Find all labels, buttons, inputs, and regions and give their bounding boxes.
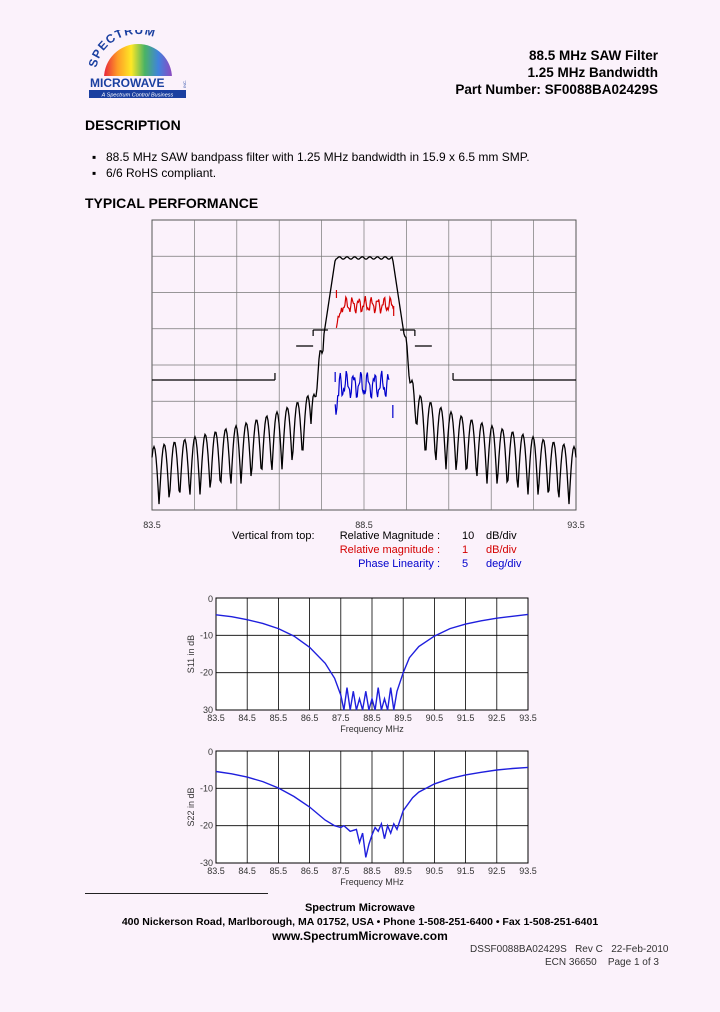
description-heading: DESCRIPTION xyxy=(85,117,181,133)
list-item: ▪ 6/6 RoHS compliant. xyxy=(92,166,217,180)
legend-entry: Relative Magnitude : 10 dB/div xyxy=(300,530,530,544)
legend-label: Relative magnitude : xyxy=(339,544,440,556)
chart-legend: Relative Magnitude :10 dB/div Relative mag… xyxy=(300,530,530,572)
footer-divider-left xyxy=(85,893,268,894)
footer-website[interactable]: www.SpectrumMicrowave.com xyxy=(272,929,448,943)
s22-x-axis-label: Frequency MHz xyxy=(340,877,404,887)
s11-x-tick-label: 91.5 xyxy=(457,713,475,723)
s11-x-tick-label: 84.5 xyxy=(238,713,256,723)
s22-x-tick-label: 85.5 xyxy=(270,866,288,876)
header-bandwidth: 1.25 MHz Bandwidth xyxy=(527,65,658,80)
footer-address: 400 Nickerson Road, Marlborough, MA 0175… xyxy=(121,916,599,928)
x-tick-label: 93.5 xyxy=(567,520,585,530)
s22-y-tick-label: -30 xyxy=(200,858,213,868)
s22-y-tick-label: -20 xyxy=(200,821,213,831)
s22-x-tick-label: 93.5 xyxy=(519,866,537,876)
ecn-number: ECN 36650 xyxy=(545,957,597,968)
s22-y-tick-label: 0 xyxy=(208,747,213,757)
legend-entry: Phase Linearity : 5 deg/div xyxy=(300,558,530,572)
series-magnitude-1db xyxy=(335,295,394,329)
s22-chart: 83.5 84.5 85.5 86.5 87.5 88.5 89.5 90.5 91.5 92.5… xyxy=(186,747,537,887)
legend-unit: dB/div xyxy=(486,544,517,556)
logo-brand-bottom: MICROWAVE xyxy=(90,76,164,90)
s11-y-tick-label: 0 xyxy=(208,594,213,604)
performance-chart: 83.5 88.5 93.5 xyxy=(143,219,585,530)
s22-y-axis-label: S22 in dB xyxy=(186,787,196,826)
legend-unit: deg/div xyxy=(486,558,522,570)
series-magnitude-10db xyxy=(151,255,577,505)
s22-x-tick-label: 92.5 xyxy=(488,866,506,876)
header-title: 88.5 MHz SAW Filter xyxy=(528,48,658,63)
s11-y-tick-label: 30 xyxy=(203,705,213,715)
logo-inc: INC. xyxy=(182,80,187,88)
s11-chart: 83.5 84.5 85.5 86.5 87.5 88.5 89.5 90.5 91.5 92.5… xyxy=(186,594,537,734)
x-tick-label: 88.5 xyxy=(355,520,373,530)
legend-label: Phase Linearity : xyxy=(358,558,440,570)
doc-number: DSSF0088BA02429S xyxy=(470,944,567,955)
s11-y-axis-label: S11 in dB xyxy=(186,635,196,673)
x-tick-label: 83.5 xyxy=(143,520,161,530)
s22-series-line xyxy=(215,766,529,858)
s11-x-tick-label: 90.5 xyxy=(426,713,444,723)
list-item: ▪ 88.5 MHz SAW bandpass filter with 1.25 … xyxy=(92,150,530,164)
footer-meta-row1: DSSF0088BA02429S Rev C 22-Feb-2010 xyxy=(470,944,668,955)
s11-x-tick-label: 86.5 xyxy=(301,713,319,723)
legend-value: 10 xyxy=(462,530,475,542)
s22-x-tick-label: 90.5 xyxy=(426,866,444,876)
s22-x-tick-label: 91.5 xyxy=(457,866,475,876)
revision: Rev C xyxy=(575,944,603,955)
performance-heading: TYPICAL PERFORMANCE xyxy=(85,195,259,211)
legend-value: 1 xyxy=(462,544,469,556)
footer-company: Spectrum Microwave xyxy=(304,902,416,914)
series-phase-linearity xyxy=(334,370,390,415)
s11-y-tick-label: -20 xyxy=(200,668,213,678)
doc-date: 22-Feb-2010 xyxy=(611,944,669,955)
page-number: Page 1 of 3 xyxy=(607,957,659,968)
s11-x-tick-label: 87.5 xyxy=(332,713,350,723)
s22-x-tick-label: 89.5 xyxy=(394,866,412,876)
s22-x-tick-label: 86.5 xyxy=(301,866,319,876)
s22-y-tick-label: -10 xyxy=(200,783,213,793)
header-part-number: Part Number: SF0088BA02429S xyxy=(455,82,658,97)
s11-x-tick-label: 88.5 xyxy=(363,713,381,723)
s22-x-tick-label: 84.5 xyxy=(238,866,256,876)
s11-y-tick-label: -10 xyxy=(200,630,213,640)
s11-x-tick-label: 85.5 xyxy=(270,713,288,723)
s22-x-tick-label: 87.5 xyxy=(332,866,350,876)
s11-x-tick-label: 92.5 xyxy=(488,713,506,723)
s11-x-axis-label: Frequency MHz xyxy=(340,724,404,734)
s22-x-tick-label: 83.5 xyxy=(207,866,225,876)
header-block: 88.5 MHz SAW Filter 1.25 MHz Bandwidth P… xyxy=(455,47,658,98)
s11-series-line xyxy=(215,613,529,711)
legend-value: 5 xyxy=(462,558,469,570)
s11-x-tick-label: 93.5 xyxy=(519,713,537,723)
description-bullets: ▪ 88.5 MHz SAW bandpass filter with 1.25 … xyxy=(92,149,530,181)
legend-label: Relative Magnitude : xyxy=(339,530,440,542)
logo-tagline: A Spectrum Control Business xyxy=(101,92,174,98)
legend-entry: Relative magnitude : 1 dB/div xyxy=(300,544,530,558)
legend-intro: Vertical from top: xyxy=(232,530,315,542)
s11-x-tick-label: 89.5 xyxy=(394,713,412,723)
s11-x-tick-label: 83.5 xyxy=(207,713,225,723)
s22-x-tick-label: 88.5 xyxy=(363,866,381,876)
footer-meta-row2: ECN 36650 Page 1 of 3 xyxy=(545,957,659,968)
company-logo: SPECTRUM MICROWAVE INC. A Spectrum Contr… xyxy=(86,30,188,98)
legend-unit: dB/div xyxy=(486,530,517,542)
